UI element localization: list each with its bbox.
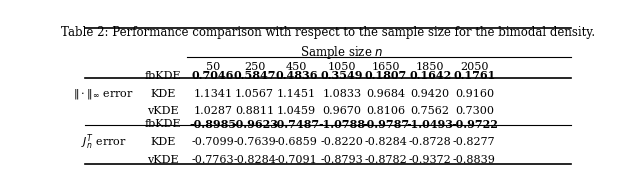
Text: -0.8220: -0.8220 (321, 137, 364, 147)
Text: 1050: 1050 (328, 62, 356, 72)
Text: vKDE: vKDE (147, 106, 179, 116)
Text: 0.1761: 0.1761 (453, 70, 495, 81)
Text: -0.9787: -0.9787 (362, 119, 410, 130)
Text: 250: 250 (244, 62, 265, 72)
Text: 450: 450 (285, 62, 307, 72)
Text: -0.8284: -0.8284 (233, 155, 276, 165)
Text: -0.7099: -0.7099 (191, 137, 234, 147)
Text: -0.8782: -0.8782 (365, 155, 408, 165)
Text: 0.8811: 0.8811 (235, 106, 274, 116)
Text: -0.7763: -0.7763 (191, 155, 234, 165)
Text: 2050: 2050 (460, 62, 488, 72)
Text: 1.0287: 1.0287 (193, 106, 232, 116)
Text: 1.1451: 1.1451 (276, 89, 316, 99)
Text: -0.8985: -0.8985 (189, 119, 237, 130)
Text: -1.0493: -1.0493 (406, 119, 454, 130)
Text: -0.8793: -0.8793 (321, 155, 364, 165)
Text: -0.7091: -0.7091 (275, 155, 317, 165)
Text: KDE: KDE (150, 137, 176, 147)
Text: 0.9670: 0.9670 (323, 106, 362, 116)
Text: -0.9623: -0.9623 (231, 119, 278, 130)
Text: -0.7639: -0.7639 (233, 137, 276, 147)
Text: -0.8839: -0.8839 (453, 155, 496, 165)
Text: -1.0788: -1.0788 (318, 119, 365, 130)
Text: 0.3549: 0.3549 (321, 70, 363, 81)
Text: -0.9372: -0.9372 (409, 155, 452, 165)
Text: 0.9420: 0.9420 (411, 89, 450, 99)
Text: Table 2: Performance comparison with respect to the sample size for the bimodal : Table 2: Performance comparison with res… (61, 26, 595, 39)
Text: -0.6859: -0.6859 (275, 137, 317, 147)
Text: 0.5847: 0.5847 (234, 70, 276, 81)
Text: 0.9160: 0.9160 (455, 89, 494, 99)
Text: fbKDE: fbKDE (145, 71, 182, 81)
Text: -0.7487: -0.7487 (273, 119, 320, 130)
Text: vKDE: vKDE (147, 155, 179, 165)
Text: 50: 50 (206, 62, 220, 72)
Text: 1.1341: 1.1341 (193, 89, 232, 99)
Text: 0.7046: 0.7046 (192, 70, 234, 81)
Text: 1.0459: 1.0459 (276, 106, 316, 116)
Text: 0.1807: 0.1807 (365, 70, 407, 81)
Text: 1.0833: 1.0833 (323, 89, 362, 99)
Text: -0.8277: -0.8277 (453, 137, 495, 147)
Text: 0.1642: 0.1642 (409, 70, 451, 81)
Text: $J_n^T$ error: $J_n^T$ error (81, 132, 127, 152)
Text: 1650: 1650 (372, 62, 400, 72)
Text: 1.0567: 1.0567 (235, 89, 274, 99)
Text: 0.7300: 0.7300 (455, 106, 494, 116)
Text: 0.4836: 0.4836 (275, 70, 317, 81)
Text: -0.8728: -0.8728 (409, 137, 452, 147)
Text: 0.9684: 0.9684 (367, 89, 406, 99)
Text: -0.8284: -0.8284 (365, 137, 408, 147)
Text: 1850: 1850 (416, 62, 444, 72)
Text: -0.9722: -0.9722 (451, 119, 498, 130)
Text: 0.7562: 0.7562 (411, 106, 450, 116)
Text: fbKDE: fbKDE (145, 119, 182, 130)
Text: 0.8106: 0.8106 (367, 106, 406, 116)
Text: $\|\cdot\|_\infty$ error: $\|\cdot\|_\infty$ error (74, 87, 134, 101)
Text: KDE: KDE (150, 89, 176, 99)
Text: Sample size $n$: Sample size $n$ (300, 44, 383, 61)
